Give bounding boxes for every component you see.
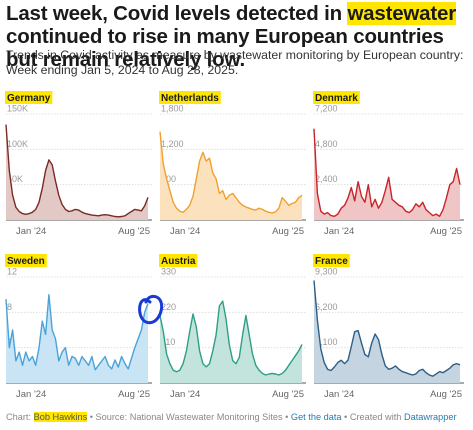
xtick-label-austria-end: Aug '25 [272,389,304,400]
ytick-label-denmark-2: 4,800 [315,139,338,149]
chart-title-sweden: Sweden [7,256,45,267]
ytick-label-austria-1: 110 [161,337,175,347]
line-austria [159,300,303,376]
xtick-label-germany-end: Aug '25 [118,226,150,237]
xtick-label-netherlands-start: Jan '24 [170,226,200,237]
area-netherlands [160,131,302,220]
line-netherlands [159,131,303,214]
line-sweden [5,294,149,371]
area-france [314,280,460,383]
headline-part-1: Last week, Covid levels detected in [6,2,348,25]
xtick-label-denmark-end: Aug '25 [430,226,462,237]
area-germany [6,124,148,220]
line-germany [5,124,149,218]
ytick-label-france-3: 9,300 [315,267,338,277]
xtick-label-denmark-start: Jan '24 [324,226,354,237]
ytick-label-germany-3: 150K [7,104,28,114]
footer-author: Bob Hawkins [33,412,88,422]
chart-title-germany: Germany [7,93,51,104]
xtick-label-sweden-start: Jan '24 [16,389,46,400]
area-sweden [6,294,148,383]
chart-title-highlight-france [313,254,350,267]
chart-title-netherlands: Netherlands [161,93,219,104]
ytick-label-denmark-1: 2,400 [315,174,338,184]
ytick-label-netherlands-3: 1,800 [161,104,184,114]
footer-chart-label: Chart: [6,412,34,422]
headline: Last week, Covid levels detected in wast… [6,2,468,71]
area-austria [160,301,302,383]
ytick-label-france-2: 6,200 [315,302,338,312]
ytick-label-denmark-3: 7,200 [315,104,338,114]
xtick-label-netherlands-end: Aug '25 [272,226,304,237]
ytick-label-germany-1: 50K [7,174,23,184]
line-france [313,280,461,377]
chart-title-highlight-sweden [5,254,47,267]
line-denmark [313,128,461,217]
get-the-data-link[interactable]: Get the data [290,412,342,422]
chart-title-highlight-denmark [313,91,360,104]
footer: Chart: Bob Hawkins • Source: National Wa… [6,412,457,422]
xtick-label-sweden-end: Aug '25 [118,389,150,400]
headline-highlight: wastewater [347,2,456,25]
ytick-label-france-1: 3,100 [315,337,338,347]
ytick-label-austria-2: 220 [161,302,176,312]
ytick-label-netherlands-1: 600 [161,174,176,184]
headline-part-2: continued to rise in many European count… [6,25,444,71]
ytick-label-sweden-3: 12 [7,267,17,277]
xtick-label-france-end: Aug '25 [430,389,462,400]
area-denmark [314,128,460,220]
chart-title-austria: Austria [161,256,196,267]
datawrapper-link[interactable]: Datawrapper [403,412,457,422]
ytick-label-austria-3: 330 [161,267,176,277]
subtitle: Trends in Covid activity as measure by w… [6,48,464,77]
ytick-label-sweden-2: 8 [7,302,12,312]
chart-title-denmark: Denmark [315,93,358,104]
footer-created: • Created with [341,412,404,422]
chart-title-france: France [315,256,348,267]
chart-title-highlight-netherlands [159,91,221,104]
xtick-label-germany-start: Jan '24 [16,226,46,237]
ytick-label-germany-2: 100K [7,139,28,149]
xtick-label-austria-start: Jan '24 [170,389,200,400]
ytick-label-netherlands-2: 1,200 [161,139,184,149]
xtick-label-france-start: Jan '24 [324,389,354,400]
footer-source: • Source: National Wastewater Monitoring… [87,412,291,422]
chart-title-highlight-germany [5,91,53,104]
chart-title-highlight-austria [159,254,198,267]
